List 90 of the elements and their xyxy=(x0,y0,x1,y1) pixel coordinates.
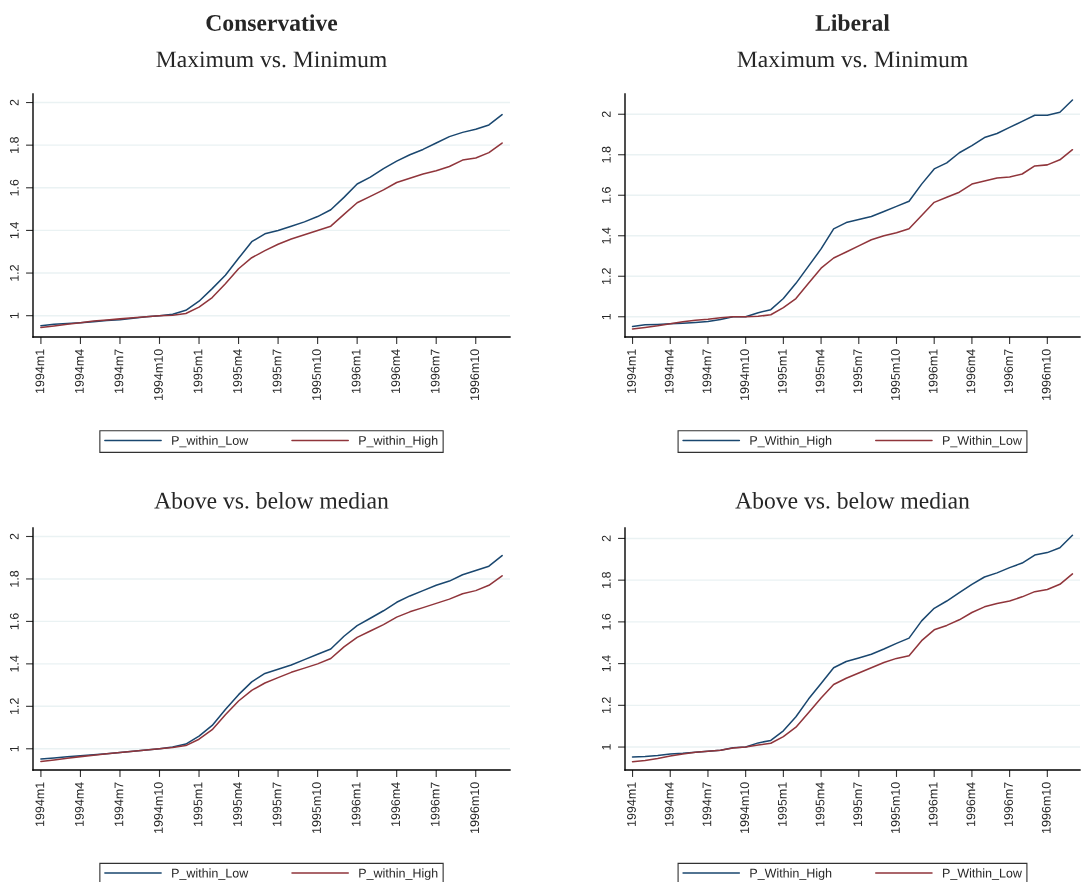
x-tick-label: 1995m10 xyxy=(891,349,900,400)
chart-title: Conservative xyxy=(206,14,338,31)
x-tick-label: 1996m7 xyxy=(1004,349,1013,394)
chart-title: Liberal xyxy=(815,14,890,31)
x-tick-label: 1996m10 xyxy=(1041,782,1051,833)
line-series xyxy=(631,534,1074,758)
chart-subtitle: Above vs. below median xyxy=(735,492,970,509)
x-tick-label: 1994m4 xyxy=(74,782,84,827)
x-tick-label: 1995m10 xyxy=(312,349,321,400)
y-tick-label: 1.6 xyxy=(9,179,19,196)
legend-label: P_within_Low xyxy=(172,435,249,448)
x-tick-label: 1994m1 xyxy=(35,349,45,394)
chart-subtitle: Above vs. below median xyxy=(154,492,389,509)
y-tick-label: 2 xyxy=(601,535,611,542)
x-tick-label: 1994m10 xyxy=(740,782,750,833)
y-tick-label: 1.2 xyxy=(601,268,611,284)
legend-label: P_Within_Low xyxy=(943,868,1022,880)
legend-label: P_within_High xyxy=(359,435,438,448)
x-tick-label: 1994m7 xyxy=(114,782,124,827)
line-series xyxy=(631,148,1074,330)
x-tick-label: 1994m10 xyxy=(154,349,163,400)
x-tick-label: 1996m4 xyxy=(391,349,401,394)
y-tick-label: 1 xyxy=(602,744,611,750)
legend-label: P_Within_Low xyxy=(943,435,1022,448)
x-tick-label: 1995m4 xyxy=(815,782,825,827)
y-tick-label: 1.4 xyxy=(10,222,19,239)
x-tick-label: 1995m1 xyxy=(193,349,203,394)
x-tick-label: 1996m7 xyxy=(430,349,440,394)
x-tick-label: 1996m1 xyxy=(928,782,938,827)
y-tick-label: 1 xyxy=(10,745,19,752)
x-tick-label: 1995m4 xyxy=(233,349,242,394)
x-tick-label: 1996m7 xyxy=(1004,782,1013,827)
x-tick-label: 1996m1 xyxy=(351,782,361,827)
legend-label: P_within_High xyxy=(359,868,438,881)
x-tick-label: 1995m10 xyxy=(312,782,321,833)
y-tick-label: 1 xyxy=(10,312,19,319)
x-tick-label: 1994m1 xyxy=(627,349,636,394)
x-tick-label: 1994m4 xyxy=(664,349,674,394)
x-tick-label: 1994m4 xyxy=(74,349,84,394)
x-tick-label: 1995m4 xyxy=(815,349,825,394)
x-tick-label: 1994m4 xyxy=(664,782,674,827)
y-tick-label: 1.8 xyxy=(9,570,19,587)
y-tick-label: 1.8 xyxy=(601,146,611,163)
x-tick-label: 1994m1 xyxy=(35,782,45,827)
x-tick-label: 1995m7 xyxy=(272,782,282,827)
x-tick-label: 1994m7 xyxy=(114,349,124,394)
x-tick-label: 1996m10 xyxy=(470,349,480,400)
y-tick-label: 1.6 xyxy=(9,613,19,630)
x-tick-label: 1994m7 xyxy=(702,782,712,827)
x-tick-label: 1996m4 xyxy=(966,349,976,394)
x-tick-label: 1995m7 xyxy=(272,349,282,394)
x-tick-label: 1996m4 xyxy=(391,782,401,827)
y-tick-label: 1 xyxy=(602,313,611,320)
x-tick-label: 1994m10 xyxy=(154,782,163,833)
y-tick-label: 1.8 xyxy=(9,137,19,153)
y-tick-label: 2 xyxy=(601,111,611,118)
x-tick-label: 1996m10 xyxy=(470,782,480,833)
y-tick-label: 1.4 xyxy=(602,227,611,244)
x-tick-label: 1995m4 xyxy=(233,782,242,827)
x-tick-label: 1994m1 xyxy=(627,782,636,827)
x-tick-label: 1995m7 xyxy=(853,349,863,394)
x-tick-label: 1996m1 xyxy=(351,349,361,394)
x-tick-label: 1996m7 xyxy=(430,782,440,827)
y-tick-label: 1.8 xyxy=(601,572,611,588)
y-tick-label: 1.6 xyxy=(601,613,611,630)
x-tick-label: 1994m10 xyxy=(740,349,750,400)
legend-label: P_Within_High xyxy=(750,868,832,881)
x-tick-label: 1995m10 xyxy=(891,782,900,833)
x-tick-label: 1994m7 xyxy=(702,349,712,394)
legend-label: P_within_Low xyxy=(172,868,249,880)
y-tick-label: 1.4 xyxy=(602,655,611,672)
x-tick-label: 1995m1 xyxy=(193,782,203,827)
x-tick-label: 1996m10 xyxy=(1041,349,1051,400)
y-tick-label: 1.6 xyxy=(601,187,611,203)
y-tick-label: 1.2 xyxy=(9,264,19,281)
x-tick-label: 1995m7 xyxy=(853,782,863,827)
line-series xyxy=(631,573,1074,763)
legend-label: P_Within_High xyxy=(750,435,832,448)
x-tick-label: 1996m4 xyxy=(966,782,976,827)
x-tick-label: 1995m1 xyxy=(777,782,787,827)
y-tick-label: 2 xyxy=(9,533,19,540)
x-tick-label: 1996m1 xyxy=(928,349,938,394)
y-tick-label: 1.2 xyxy=(9,698,19,715)
chart-subtitle: Maximum vs. Minimum xyxy=(737,51,968,68)
line-series xyxy=(631,99,1074,328)
x-tick-label: 1995m1 xyxy=(777,349,787,394)
y-tick-label: 2 xyxy=(9,99,19,106)
chart-subtitle: Maximum vs. Minimum xyxy=(156,51,387,68)
y-tick-label: 1.2 xyxy=(601,697,611,714)
y-tick-label: 1.4 xyxy=(10,655,19,672)
